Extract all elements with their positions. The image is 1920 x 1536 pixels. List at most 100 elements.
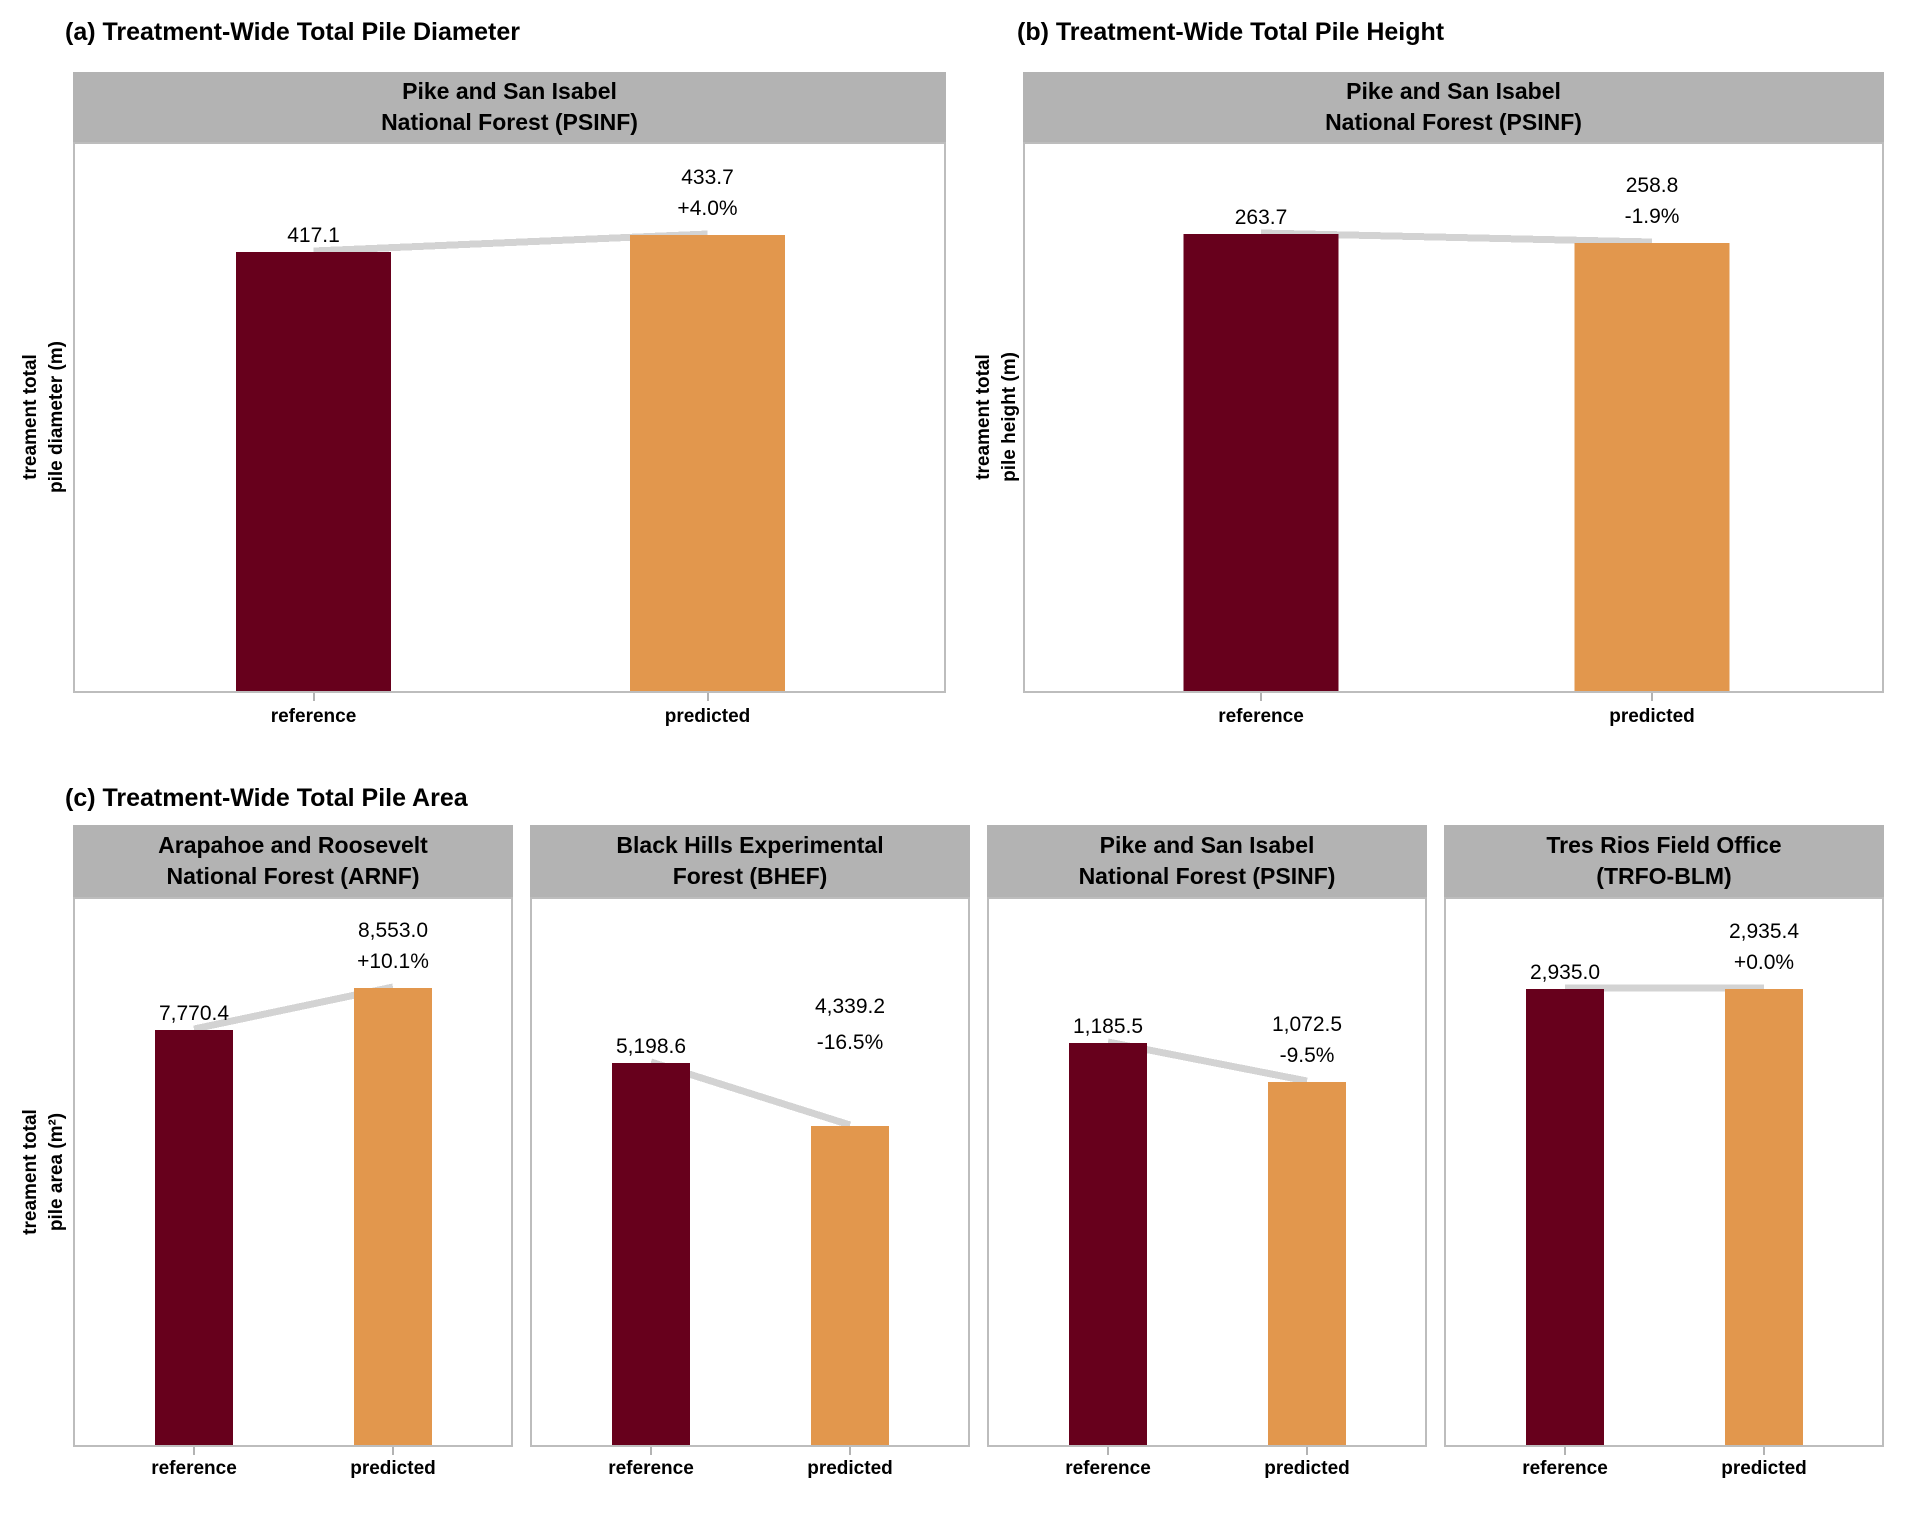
axis-tick bbox=[849, 1447, 851, 1455]
bar-value-label: 417.1 bbox=[287, 224, 340, 247]
axis-tick bbox=[1564, 1447, 1566, 1455]
bar-value-label: 7,770.4 bbox=[158, 1002, 230, 1025]
predicted-bar bbox=[630, 235, 785, 691]
chart-c-title: (c) Treatment-Wide Total Pile Area bbox=[65, 784, 468, 812]
x-axis-label-reference: reference bbox=[608, 1458, 694, 1479]
x-axis-label-reference: reference bbox=[1218, 706, 1304, 727]
panel-border bbox=[530, 897, 970, 1447]
reference-bar bbox=[1526, 989, 1604, 1445]
bar-pct-label: +0.0% bbox=[1733, 951, 1795, 974]
bar-value-label: 1,072.5 bbox=[1271, 1013, 1343, 1036]
panel-border bbox=[1023, 142, 1884, 693]
predicted-bar bbox=[811, 1126, 889, 1445]
x-axis-label-reference: reference bbox=[1522, 1458, 1608, 1479]
facet-strip-label: Tres Rios Field Office bbox=[1546, 832, 1782, 858]
axis-tick bbox=[392, 1447, 394, 1455]
bar-value-label: 4,339.2 bbox=[814, 995, 886, 1018]
facet-panel bbox=[1023, 142, 1884, 693]
panel-border bbox=[73, 897, 513, 1447]
facet-strip: Tres Rios Field Office (TRFO-BLM) bbox=[1444, 825, 1884, 897]
bar-value-label: 263.7 bbox=[1234, 206, 1288, 229]
panel-border bbox=[73, 142, 946, 693]
facet-panel bbox=[987, 897, 1427, 1447]
facet-strip-label: Pike and San Isabel bbox=[1099, 832, 1315, 858]
y-axis-label-line: treament total bbox=[20, 1109, 41, 1235]
predicted-bar bbox=[1725, 989, 1803, 1445]
axis-tick bbox=[1651, 693, 1653, 701]
facet-strip-label: National Forest (PSINF) bbox=[1078, 863, 1336, 889]
facet-strip-label: Black Hills Experimental bbox=[616, 832, 884, 858]
x-axis-label-predicted: predicted bbox=[664, 706, 751, 727]
x-axis-label-predicted: predicted bbox=[1721, 1458, 1807, 1479]
bar-value-label: 433.7 bbox=[681, 166, 734, 189]
facet-strip-label: National Forest (ARNF) bbox=[166, 863, 420, 889]
x-axis-label-reference: reference bbox=[270, 706, 357, 727]
facet-plot-area bbox=[987, 897, 1427, 1447]
facet-plot-area bbox=[1023, 142, 1884, 693]
panel-border bbox=[1444, 897, 1884, 1447]
x-axis-label-predicted: predicted bbox=[1609, 706, 1695, 727]
x-axis-label-predicted: predicted bbox=[807, 1458, 893, 1479]
axis-tick bbox=[1306, 1447, 1308, 1455]
x-axis-label-reference: reference bbox=[151, 1458, 237, 1479]
axis-tick bbox=[1107, 1447, 1109, 1455]
facet-strip: Pike and San Isabel National Forest (PSIN… bbox=[1023, 72, 1884, 142]
axis-tick bbox=[650, 1447, 652, 1455]
axis-tick bbox=[193, 1447, 195, 1455]
y-axis-label-line: treament total bbox=[20, 354, 41, 480]
facet-strip-label: (TRFO-BLM) bbox=[1596, 863, 1732, 889]
facet-strip: Black Hills Experimental Forest (BHEF) bbox=[530, 825, 970, 897]
chart-a-y-axis-label: treament total pile diameter (m) bbox=[18, 341, 70, 493]
bar-value-label: 1,185.5 bbox=[1072, 1015, 1144, 1038]
bar-pct-label: -16.5% bbox=[816, 1031, 884, 1054]
facet-plot-area bbox=[73, 142, 946, 693]
bar-value-label: 8,553.0 bbox=[357, 919, 429, 942]
predicted-bar bbox=[354, 988, 432, 1445]
reference-bar bbox=[1069, 1043, 1147, 1445]
panel-border bbox=[987, 897, 1427, 1447]
y-axis-label-line: treament total bbox=[973, 354, 994, 480]
reference-bar bbox=[612, 1063, 690, 1445]
bar-value-label: 258.8 bbox=[1625, 174, 1679, 197]
y-axis-label-line: pile height (m) bbox=[999, 352, 1020, 482]
bar-value-label: 5,198.6 bbox=[615, 1035, 687, 1058]
bar-pct-label: -9.5% bbox=[1279, 1044, 1335, 1067]
predicted-bar bbox=[1574, 243, 1730, 691]
facet-panel bbox=[530, 897, 970, 1447]
facet-panel bbox=[73, 142, 946, 693]
axis-tick bbox=[706, 693, 709, 701]
bar-pct-label: +4.0% bbox=[677, 197, 738, 220]
facet-strip: Pike and San Isabel National Forest (PSIN… bbox=[73, 72, 946, 142]
facet-plot-area bbox=[530, 897, 970, 1447]
facet-strip: Pike and San Isabel National Forest (PSIN… bbox=[987, 825, 1427, 897]
facet-strip-label: Arapahoe and Roosevelt bbox=[158, 832, 428, 858]
chart-b-y-axis-label: treament total pile height (m) bbox=[971, 352, 1023, 482]
facet-strip-label: Pike and San Isabel bbox=[1346, 78, 1561, 104]
axis-tick bbox=[1763, 1447, 1765, 1455]
facet-strip-label: National Forest (PSINF) bbox=[381, 109, 638, 135]
facet-panel bbox=[73, 897, 513, 1447]
facet-strip: Arapahoe and Roosevelt National Forest (A… bbox=[73, 825, 513, 897]
bar-pct-label: +10.1% bbox=[357, 950, 429, 973]
reference-bar bbox=[1183, 234, 1339, 691]
chart-b-title: (b) Treatment-Wide Total Pile Height bbox=[1017, 18, 1445, 46]
reference-bar bbox=[155, 1030, 233, 1445]
facet-strip-label: Pike and San Isabel bbox=[402, 78, 617, 104]
y-axis-label-line: pile area (m²) bbox=[46, 1112, 67, 1232]
bar-value-label: 2,935.4 bbox=[1728, 920, 1800, 943]
x-axis-label-predicted: predicted bbox=[350, 1458, 436, 1479]
y-axis-label-line: pile diameter (m) bbox=[46, 340, 67, 494]
x-axis-label-reference: reference bbox=[1065, 1458, 1151, 1479]
facet-strip-label: National Forest (PSINF) bbox=[1325, 109, 1582, 135]
facet-plot-area bbox=[73, 897, 513, 1447]
bar-value-label: 2,935.0 bbox=[1529, 961, 1601, 984]
chart-a-title: (a) Treatment-Wide Total Pile Diameter bbox=[65, 18, 520, 46]
chart-c-y-axis-label: treament total pile area (m²) bbox=[18, 1109, 70, 1235]
axis-tick bbox=[312, 693, 315, 701]
reference-bar bbox=[236, 252, 391, 691]
facet-panel bbox=[1444, 897, 1884, 1447]
facet-plot-area bbox=[1444, 897, 1884, 1447]
predicted-bar bbox=[1268, 1082, 1346, 1445]
facet-strip-label: Forest (BHEF) bbox=[672, 863, 828, 889]
